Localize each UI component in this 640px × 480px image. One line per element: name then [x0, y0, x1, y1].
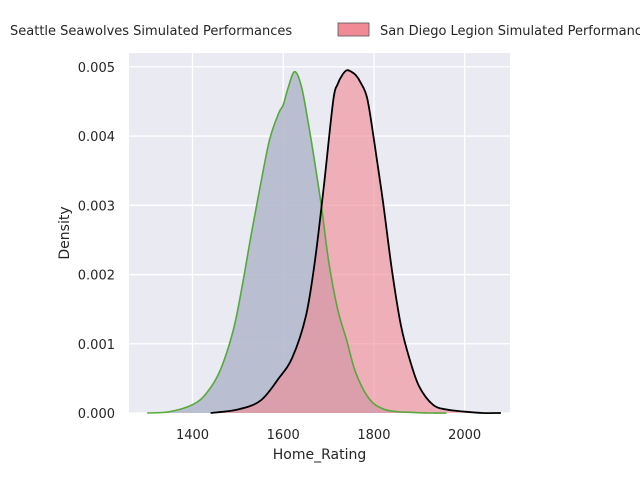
y-tick-label: 0.000: [78, 407, 115, 422]
density-line-seattle: [147, 70, 447, 414]
density-area-san-diego: [210, 70, 501, 414]
y-tick-label: 0.002: [78, 269, 115, 284]
x-tick-label: 1800: [357, 428, 390, 443]
x-tick-label: 1400: [176, 428, 209, 443]
x-axis-label: Home_Rating: [273, 447, 366, 463]
density-lines: [147, 69, 501, 415]
y-tick-label: 0.004: [78, 130, 115, 145]
y-axis-label: Density: [57, 206, 73, 259]
y-tick-label: 0.003: [78, 199, 115, 214]
density-line-san-diego: [210, 69, 501, 415]
density-areas: [147, 70, 501, 414]
x-tick-label: 2000: [448, 428, 481, 443]
legend: Seattle Seawolves Simulated Performances…: [10, 22, 640, 39]
legend-swatch-san-diego: [337, 22, 370, 37]
tick-labels: 1400 1600 1800 2000 0.000 0.001 0.002 0.003 0.00…: [78, 61, 481, 443]
y-tick-label: 0.005: [78, 61, 115, 76]
legend-label-seattle: Seattle Seawolves Simulated Performances: [10, 24, 292, 39]
x-tick-label: 1600: [267, 428, 300, 443]
density-area-seattle: [147, 71, 447, 414]
legend-label-san-diego: San Diego Legion Simulated Performances: [380, 24, 640, 39]
y-tick-label: 0.001: [78, 338, 115, 353]
